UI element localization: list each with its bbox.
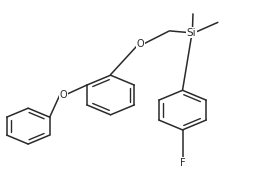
Text: O: O <box>60 90 67 100</box>
Text: O: O <box>137 39 144 49</box>
Text: F: F <box>180 158 185 168</box>
Text: Si: Si <box>187 28 196 38</box>
